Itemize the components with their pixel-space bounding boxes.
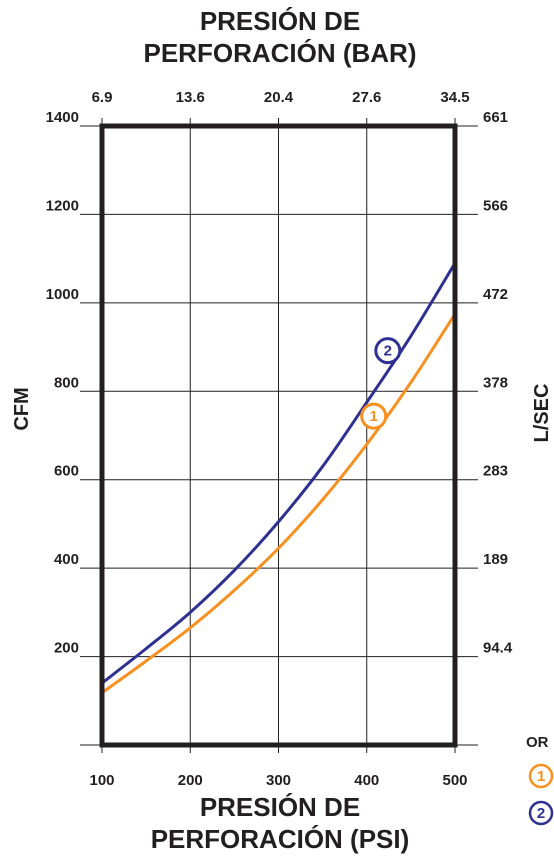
bottom-title-line-2: PERFORACIÓN (PSI) xyxy=(151,824,410,854)
x-top-tick-label: 20.4 xyxy=(264,89,294,106)
y-right-tick-label: 94.4 xyxy=(483,640,513,657)
y-tick-label: 1400 xyxy=(46,109,79,126)
y-right-tick-label: 283 xyxy=(483,463,508,480)
x-tick-label: 500 xyxy=(442,772,467,789)
series-line-2 xyxy=(101,262,457,685)
grid xyxy=(80,118,478,753)
y-right-tick-label: 661 xyxy=(483,109,508,126)
x-top-tick-label: 27.6 xyxy=(352,89,381,106)
x-tick-label: 100 xyxy=(89,772,114,789)
y-axis-label-left: CFM xyxy=(11,387,33,430)
series-lines xyxy=(101,262,457,695)
legend-label-2: 2 xyxy=(537,805,545,822)
y-tick-label: 1000 xyxy=(46,286,79,303)
series-marker-1 xyxy=(360,402,388,430)
series-marker-label-2: 2 xyxy=(384,343,392,360)
top-title-line-1: PRESIÓN DE xyxy=(200,6,360,36)
y-tick-label: 800 xyxy=(54,374,79,391)
y-tick-label: 1200 xyxy=(46,197,79,214)
x-top-tick-label: 34.5 xyxy=(440,89,469,106)
y-right-tick-label: 189 xyxy=(483,551,508,568)
x-top-tick-label: 13.6 xyxy=(176,89,205,106)
x-tick-label: 300 xyxy=(266,772,291,789)
y-tick-label: 400 xyxy=(54,551,79,568)
tick-labels: 100 6.9 200 13.6 300 20.4 400 27.6 500 34.5 200 94.… xyxy=(46,89,513,789)
legend-label-1: 1 xyxy=(537,768,545,785)
legend-marker-1 xyxy=(528,763,554,789)
series-markers: 12 xyxy=(360,337,402,430)
series-line-1 xyxy=(101,313,457,695)
x-top-tick-label: 6.9 xyxy=(92,89,113,106)
legend-marker-2 xyxy=(528,800,554,826)
top-title-line-2: PERFORACIÓN (BAR) xyxy=(144,38,417,68)
y-right-tick-label: 378 xyxy=(483,374,508,391)
legend-title: OR xyxy=(526,734,549,751)
x-tick-label: 400 xyxy=(354,772,379,789)
bottom-title-line-1: PRESIÓN DE xyxy=(200,792,360,822)
y-tick-label: 600 xyxy=(54,463,79,480)
series-marker-2 xyxy=(374,337,402,365)
y-axis-label-right: L/SEC xyxy=(531,384,553,443)
series-marker-label-1: 1 xyxy=(370,408,378,425)
plot-frame xyxy=(99,123,458,748)
y-right-tick-label: 566 xyxy=(483,197,508,214)
y-tick-label: 200 xyxy=(54,640,79,657)
legend: OR 1 2 xyxy=(526,734,554,826)
x-tick-label: 200 xyxy=(178,772,203,789)
y-right-tick-label: 472 xyxy=(483,286,508,303)
